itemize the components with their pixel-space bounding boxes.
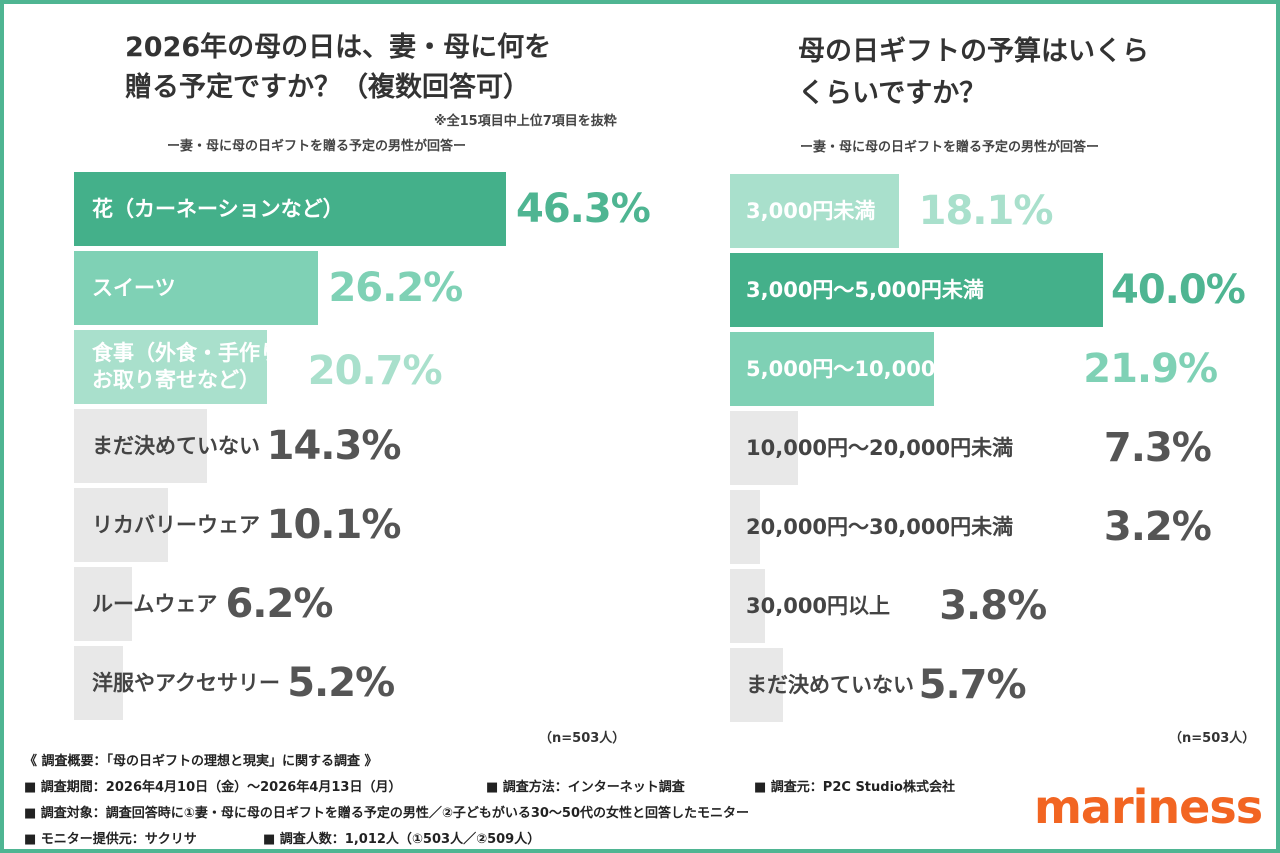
right-bar-1 [730, 174, 899, 248]
right-bar-label-5-line-1: 20,000円～30,000円未満 [746, 514, 1014, 539]
right-bar-label-3-line-1: 5,000円～10,000円未満 [746, 356, 999, 381]
right-bar-5 [730, 490, 760, 564]
footer-heading: 《 調査概要：「母の日ギフトの理想と現実」に関する調査 》 [24, 754, 378, 769]
left-chart-note: ※全15項目中上位7項目を抜粋 [434, 114, 617, 129]
left-bar-value-1: 46.3% [516, 186, 651, 232]
left-chart-sample-size: （n=503人） [539, 731, 626, 746]
right-bar-7 [730, 648, 784, 722]
right-bar-label-1-line-1: 3,000円未満 [746, 198, 876, 223]
right-chart-title-line-1: 母の日ギフトの予算はいくら [798, 36, 1149, 67]
right-bar-label-2: 3,000円～5,000円未満 [746, 277, 984, 304]
footer-source: ■ 調査元：P2C Studio株式会社 [754, 780, 955, 795]
left-chart-title-line-1: 2026年の母の日は、妻・母に何を [125, 32, 552, 63]
left-bar-6 [74, 567, 132, 641]
left-bar-label-6: ルームウェア [92, 591, 217, 618]
right-bar-6 [730, 569, 766, 643]
left-bar-label-3-line-1: 食事（外食・手作り・ [92, 341, 302, 365]
right-bar-label-3: 5,000円～10,000円未満 [746, 356, 998, 383]
left-bar-label-5-line-1: リカバリーウェア [92, 512, 260, 537]
right-bar-value-7: 5.7% [918, 662, 1027, 708]
left-bar-3 [74, 330, 268, 404]
left-bar-label-4: まだ決めていない [92, 433, 260, 460]
left-bar-label-7: 洋服やアクセサリー [92, 670, 280, 697]
left-bar-label-1-line-1: 花（カーネーションなど） [92, 196, 344, 221]
footer-period: ■ 調査期間：2026年4月10日（金）～2026年4月13日（月） [24, 780, 402, 795]
left-bar-value-2: 26.2% [328, 265, 463, 311]
left-bar-value-6: 6.2% [225, 581, 333, 627]
left-bar-value-4: 14.3% [266, 423, 402, 469]
left-bar-label-3-line-2: お取り寄せなど） [92, 368, 260, 392]
left-chart-subtitle: ー妻・母に母の日ギフトを贈る予定の男性が回答ー [167, 139, 467, 154]
right-chart-subtitle: ー妻・母に母の日ギフトを贈る予定の男性が回答ー [800, 140, 1100, 155]
left-bar-value-5: 10.1% [266, 502, 402, 548]
footer-count: ■ 調査人数：1,012人（①503人／②509人） [263, 832, 541, 847]
right-bar-label-4-line-1: 10,000円～20,000円未満 [746, 435, 1014, 460]
right-bar-label-2-line-1: 3,000円～5,000円未満 [746, 277, 984, 302]
left-chart-title-line-2: 贈る予定ですか？（複数回答可） [125, 72, 530, 103]
footer-method: ■ 調査方法：インターネット調査 [486, 780, 685, 795]
left-bar-label-2-line-1: スイーツ [92, 275, 176, 300]
right-bar-label-6-line-1: 30,000円以上 [746, 593, 891, 618]
left-bar-value-3: 20.7% [307, 348, 443, 394]
right-bar-label-5: 20,000円～30,000円未満 [746, 514, 1013, 541]
right-bar-3 [730, 332, 935, 406]
right-bar-2 [730, 253, 1103, 327]
left-bar-label-1: 花（カーネーションなど） [92, 196, 344, 223]
right-bar-value-6: 3.8% [939, 583, 1047, 629]
right-bar-value-5: 3.2% [1103, 504, 1212, 550]
left-bar-7 [74, 646, 123, 720]
right-bar-value-1: 18.1% [918, 188, 1054, 234]
mariness-logo: mariness [1034, 780, 1263, 834]
left-bar-value-7: 5.2% [287, 660, 395, 706]
left-bar-label-6-line-1: ルームウェア [92, 591, 218, 616]
right-bar-4 [730, 411, 799, 485]
left-bar-label-3: 食事（外食・手作り・ お取り寄せなど） [92, 340, 302, 394]
right-bar-label-7-line-1: まだ決めていない [746, 672, 914, 697]
right-bar-label-1: 3,000円未満 [746, 198, 875, 225]
right-bar-value-4: 7.3% [1103, 425, 1212, 471]
left-bar-5 [74, 488, 169, 562]
left-bar-1 [74, 172, 506, 246]
left-bar-label-7-line-1: 洋服やアクセサリー [92, 670, 280, 695]
right-bar-value-3: 21.9% [1083, 346, 1218, 392]
left-bar-4 [74, 409, 208, 483]
right-bar-label-7: まだ決めていない [746, 672, 914, 699]
footer-provider: ■ モニター提供元：サクリサ [24, 832, 197, 847]
left-bar-label-5: リカバリーウェア [92, 512, 260, 539]
left-bar-2 [74, 251, 319, 325]
right-bar-label-6: 30,000円以上 [746, 593, 890, 620]
left-bar-label-2: スイーツ [92, 275, 176, 302]
left-bar-label-4-line-1: まだ決めていない [92, 433, 260, 458]
right-chart-title-line-2: くらいですか？ [798, 78, 987, 109]
right-bar-value-2: 40.0% [1111, 267, 1246, 313]
footer-target: ■ 調査対象：調査回答時に①妻・母に母の日ギフトを贈る予定の男性／②子どもがいる… [24, 806, 750, 821]
right-chart-sample-size: （n=503人） [1169, 731, 1256, 746]
right-bar-label-4: 10,000円～20,000円未満 [746, 435, 1013, 462]
